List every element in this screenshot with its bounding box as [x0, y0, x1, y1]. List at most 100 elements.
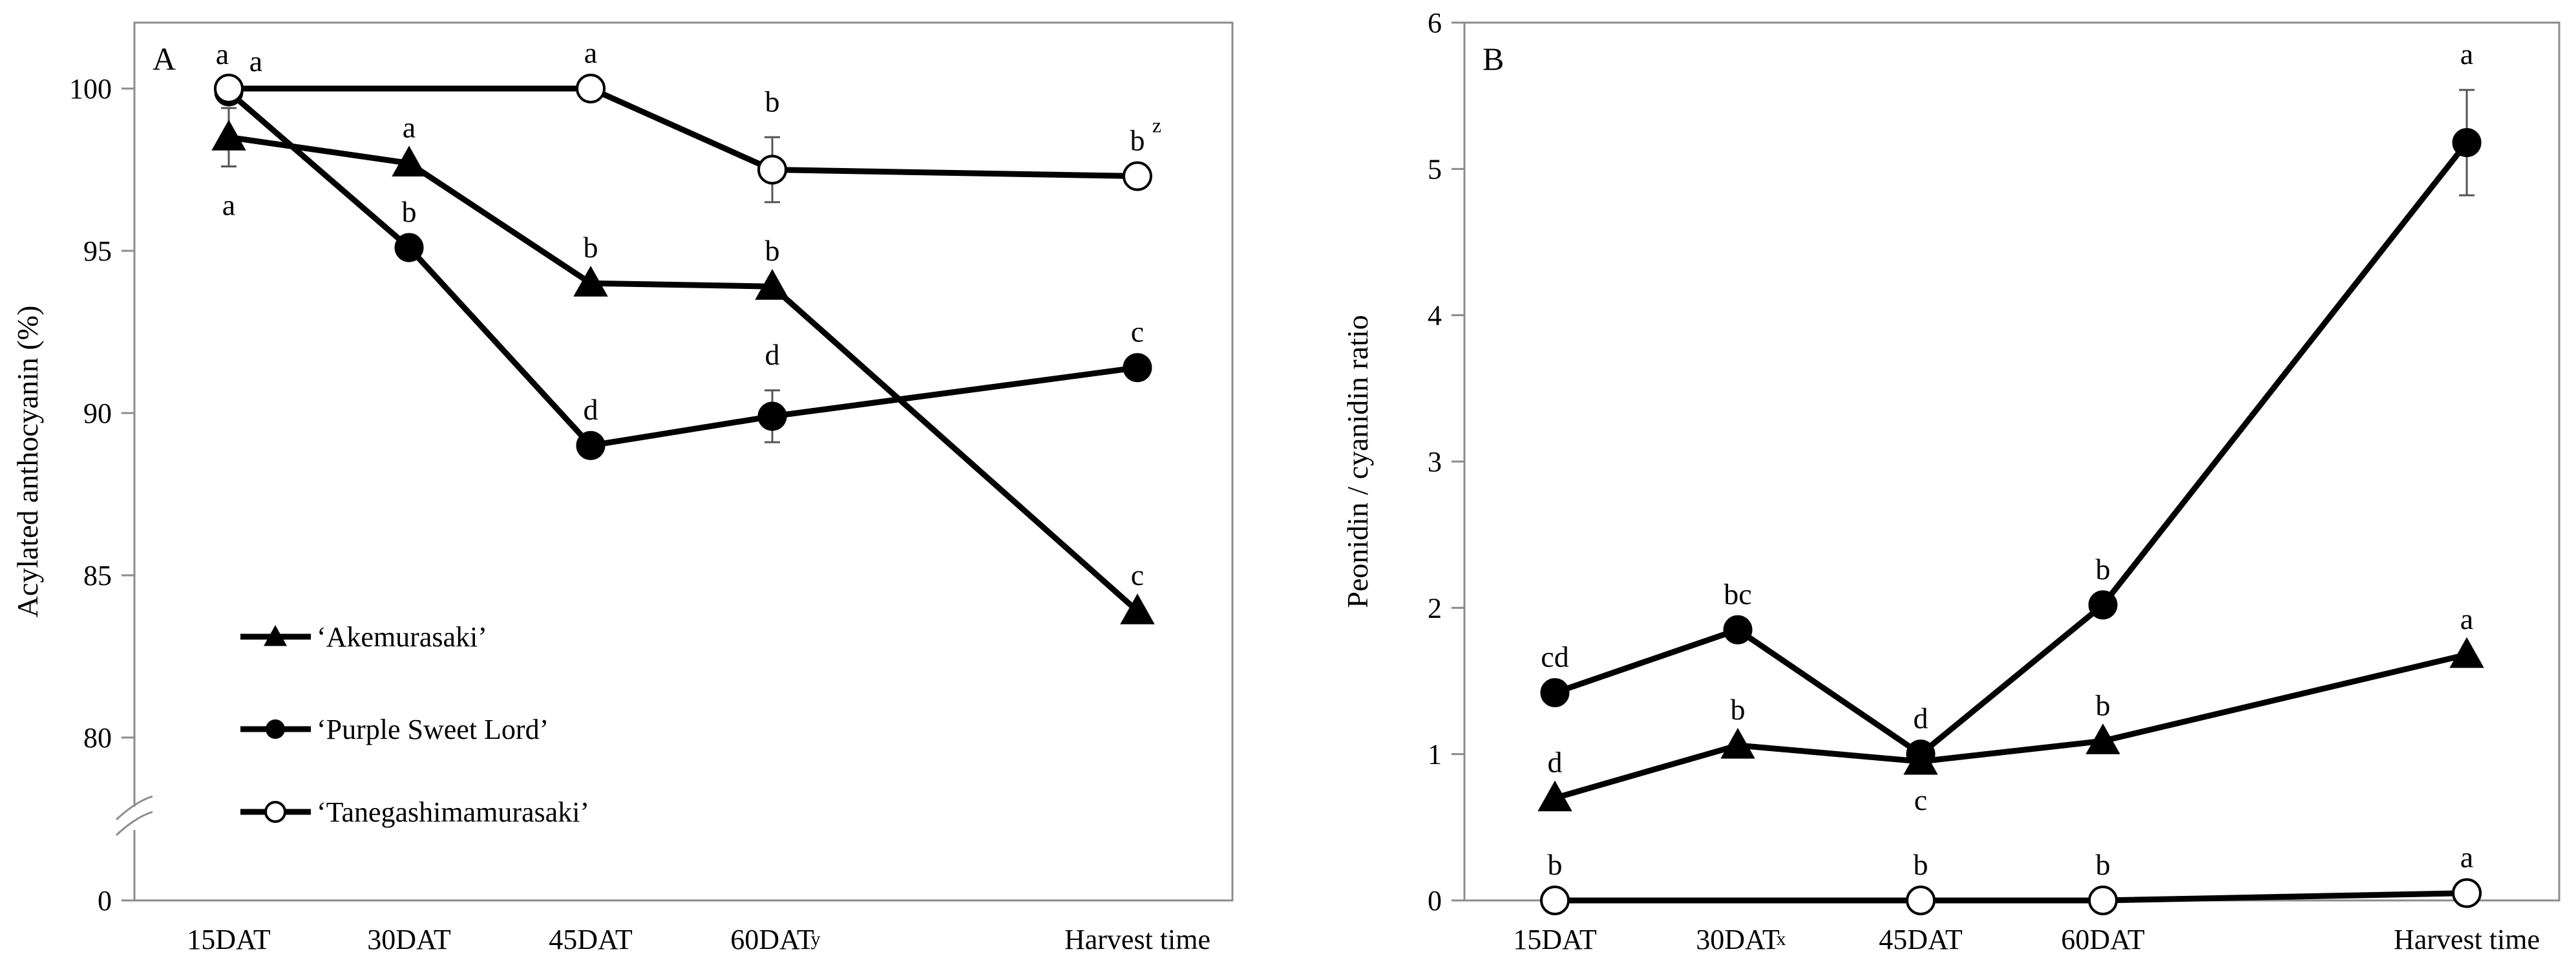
significance-letter: d — [1548, 746, 1563, 779]
data-point-triangle — [211, 120, 246, 151]
y-tick-label: 3 — [1428, 446, 1442, 478]
y-tick-label: 85 — [83, 560, 112, 591]
significance-letter: bc — [1724, 577, 1751, 610]
legend-marker-open-circle — [264, 801, 286, 823]
significance-letter: cd — [1541, 641, 1568, 674]
data-point-open-circle — [757, 154, 787, 185]
x-tick-label: 15DAT — [1513, 924, 1597, 955]
x-tick-label: 30DAT — [367, 924, 451, 955]
significance-letter: a — [2460, 602, 2473, 635]
data-point-filled-circle — [1723, 615, 1753, 644]
x-tick-label: 60DAT — [2061, 924, 2145, 955]
series-line-1 — [1554, 652, 2468, 801]
significance-letter: b — [402, 195, 417, 228]
y-tick-label: 2 — [1428, 592, 1442, 624]
legend-label: ‘Purple Sweet Lord’ — [317, 714, 549, 745]
y-tick-label: 1 — [1428, 739, 1442, 771]
y-tick-label: 80 — [83, 722, 112, 754]
plot-frame — [1463, 21, 2560, 902]
y-tick-label: 95 — [83, 235, 112, 267]
x-tick-label: 60DAT — [730, 924, 814, 955]
data-point-open-circle — [1906, 886, 1936, 915]
x-tick-label: 30DAT — [1696, 924, 1780, 955]
data-point-open-circle — [1540, 886, 1570, 915]
axis-break-gap — [131, 807, 138, 830]
y-tick-label: 4 — [1428, 300, 1442, 332]
data-point-filled-circle — [2088, 590, 2118, 620]
series-line-2 — [227, 89, 1138, 449]
data-point-open-circle — [576, 74, 606, 103]
significance-letter: a — [222, 188, 235, 221]
axis-break-mark — [115, 811, 153, 836]
legend-label: ‘Akemurasaki’ — [317, 621, 487, 653]
data-point-triangle — [573, 266, 608, 297]
plot-frame — [133, 21, 1234, 902]
y-tick-label: 90 — [83, 398, 112, 429]
x-tick-label: Harvest time — [1064, 924, 1210, 955]
significance-letter: b — [765, 85, 780, 118]
significance-letter: a — [249, 45, 262, 78]
significance-letter: b — [1914, 848, 1928, 881]
series-line-3 — [229, 85, 1138, 180]
series-line-2 — [1554, 140, 2469, 758]
data-point-triangle — [2085, 723, 2120, 754]
significance-letter: a — [2460, 841, 2473, 874]
panel-label: A — [153, 41, 176, 77]
data-point-triangle — [755, 269, 790, 300]
y-tick-label: 5 — [1428, 153, 1442, 185]
data-point-filled-circle — [757, 401, 787, 431]
legend-marker-triangle — [264, 625, 287, 646]
y-tick-label: 0 — [98, 885, 112, 917]
data-point-filled-circle — [2452, 128, 2482, 158]
significance-letter: a — [584, 36, 597, 69]
data-point-triangle — [2449, 637, 2484, 668]
x-tick-label: 15DAT — [187, 924, 271, 955]
x-tick-label: 45DAT — [549, 924, 633, 955]
y-tick-label: 0 — [1428, 885, 1442, 917]
data-point-filled-circle — [1123, 353, 1152, 383]
significance-letter: a — [216, 37, 229, 70]
data-point-triangle — [1120, 593, 1155, 624]
series-line-3 — [1555, 890, 2467, 904]
y-axis-label: Acylated anthocyanin (%) — [11, 306, 44, 618]
data-point-triangle — [392, 145, 427, 176]
significance-letter: a — [2460, 37, 2473, 70]
significance-letter: d — [1914, 702, 1928, 735]
data-point-filled-circle — [1906, 739, 1936, 769]
x-tick-label: 45DAT — [1879, 924, 1963, 955]
data-point-filled-circle — [576, 431, 606, 460]
significance-letter: b — [2096, 848, 2111, 881]
significance-letter: c — [1131, 558, 1144, 591]
x-tick-label: Harvest time — [2394, 924, 2540, 955]
x-tick-superscript: x — [1777, 928, 1786, 950]
significance-letter: b — [584, 231, 598, 264]
y-axis-label: Peonidin / cyanidin ratio — [1341, 315, 1374, 608]
data-point-triangle — [1537, 780, 1572, 812]
significance-letter: b — [1548, 848, 1563, 881]
significance-letter: c — [1914, 783, 1927, 816]
data-point-open-circle — [214, 74, 244, 103]
significance-letter: b — [1731, 693, 1746, 726]
significance-letter: d — [765, 338, 780, 371]
significance-letter: a — [403, 111, 416, 144]
y-tick-label: 100 — [69, 73, 112, 105]
axis-break-mark — [115, 795, 153, 821]
significance-letter: b — [2096, 688, 2111, 721]
significance-letter: b — [1130, 124, 1145, 157]
y-tick-label: 6 — [1428, 7, 1442, 39]
panel-label: B — [1483, 41, 1504, 77]
footnote-superscript: z — [1152, 114, 1161, 137]
data-point-triangle — [1720, 728, 1755, 759]
significance-letter: c — [1131, 315, 1144, 348]
data-point-open-circle — [1123, 161, 1152, 191]
x-tick-superscript: y — [811, 928, 821, 950]
legend-marker-filled-circle — [266, 719, 285, 739]
data-point-filled-circle — [394, 233, 424, 262]
data-point-filled-circle — [1540, 678, 1570, 708]
significance-letter: d — [584, 393, 598, 426]
significance-letter: b — [2096, 553, 2111, 586]
significance-letter: b — [765, 234, 780, 267]
